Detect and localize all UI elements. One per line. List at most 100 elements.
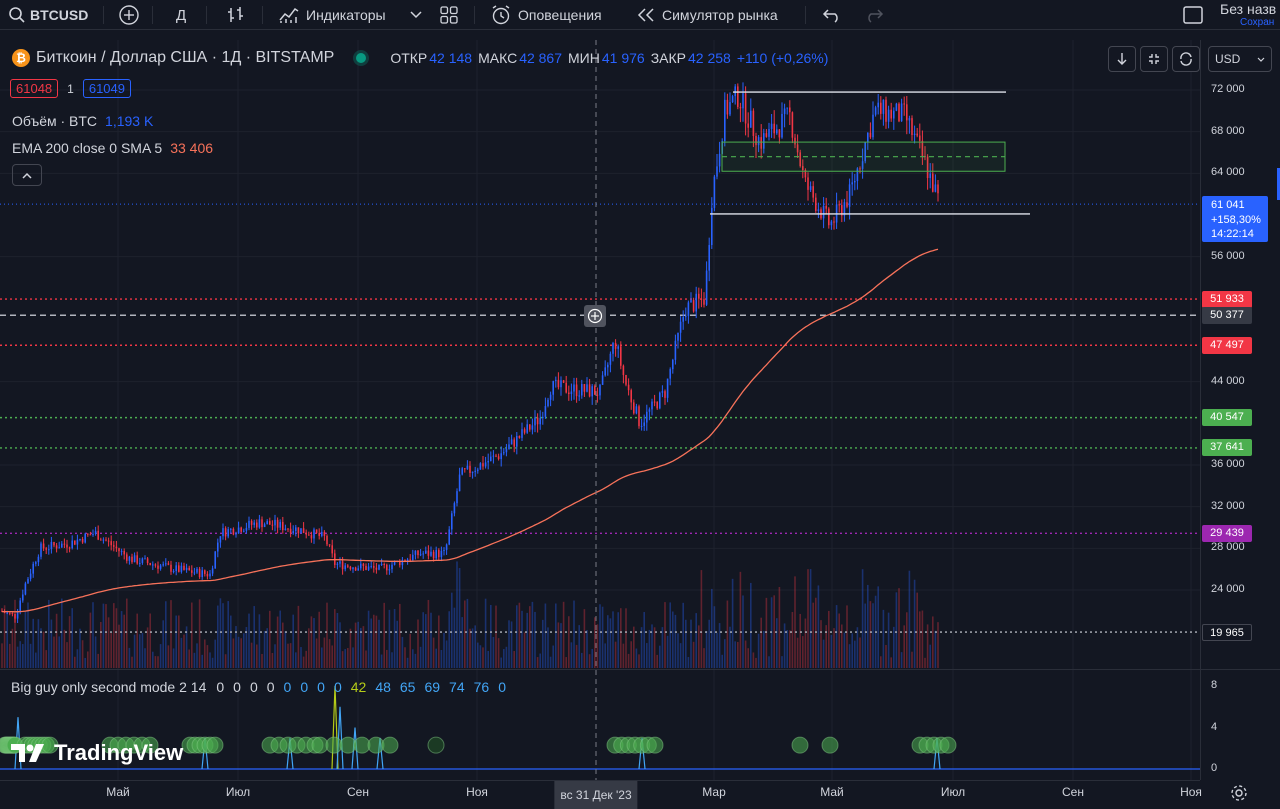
candle-body (297, 527, 300, 534)
layouts-button[interactable] (440, 0, 458, 30)
candle-body (843, 202, 846, 216)
candle-body (256, 522, 258, 528)
layout-name[interactable]: Без назв (1220, 1, 1277, 17)
candle-body (204, 570, 206, 574)
settings-button[interactable] (1228, 782, 1250, 804)
level-tag[interactable]: 50 377 (1202, 306, 1252, 324)
bar-chart-icon (228, 7, 243, 22)
level-tag[interactable]: 47 497 (1202, 336, 1252, 354)
pane-separator[interactable] (0, 669, 1280, 670)
candle-body (89, 534, 92, 536)
level-tag[interactable]: 40 547 (1202, 409, 1252, 427)
candle-body (422, 553, 424, 555)
candle-body (417, 550, 419, 556)
symbol-title[interactable]: Биткоин / Доллар США · 1Д · BITSTAMP (36, 49, 335, 66)
candle-body (409, 559, 411, 561)
candle-body (222, 528, 224, 537)
volume-bar (289, 643, 292, 668)
candle-body (560, 380, 562, 388)
volume-bar (27, 602, 29, 668)
volume-bar (625, 608, 627, 668)
price-scale[interactable]: USD 72 000 68 000 64 000 56 000 44 000 36 000… (1200, 40, 1280, 780)
chart-type-button[interactable] (226, 0, 246, 30)
indicator-legend[interactable]: Big guy only second mode 2 14 0 0 0 0 0 0 0 0 42… (11, 679, 515, 695)
currency-select[interactable]: USD (1208, 46, 1272, 72)
candle-body (71, 540, 73, 549)
candle-body (126, 554, 128, 561)
volume-bar (427, 599, 430, 668)
candle-body (170, 564, 172, 572)
volume-bar (500, 657, 502, 668)
bar-countdown: 14:22:14 (1211, 228, 1254, 240)
volume-bar (258, 614, 261, 668)
tradingview-logo[interactable]: TradingView (10, 740, 183, 766)
level-tag[interactable]: 19 965 (1202, 623, 1252, 641)
volume-bar (825, 625, 827, 668)
crosshair-plus-button[interactable] (584, 305, 606, 327)
candle-body (765, 133, 768, 137)
symbol-search-button[interactable]: BTCUSD (8, 0, 88, 30)
volume-bar (336, 612, 339, 668)
interval-button[interactable]: Д (176, 6, 187, 24)
volume-bar (432, 637, 435, 668)
volume-bar (497, 638, 500, 668)
volume-bar (341, 651, 344, 668)
candle-body (861, 161, 864, 169)
candle-body (523, 429, 526, 433)
volume-bar (516, 605, 518, 668)
volume-bar (601, 606, 604, 668)
candle-body (50, 541, 53, 550)
candle-body (79, 539, 81, 541)
volume-bar (471, 628, 474, 668)
scroll-to-realtime-button[interactable] (1108, 46, 1136, 72)
candle-body (118, 548, 120, 552)
candle-body (653, 401, 656, 403)
volume-bar (591, 648, 593, 668)
level-tag[interactable]: 29 439 (1202, 524, 1252, 542)
candle-body (937, 184, 939, 194)
candle-body (440, 550, 443, 558)
last-change: +158,30% (1211, 213, 1261, 226)
replay-label: Симулятор рынка (662, 7, 778, 23)
buy-button[interactable]: 61049 (82, 79, 131, 98)
compare-button[interactable] (118, 0, 140, 30)
level-tag[interactable]: 37 641 (1202, 439, 1252, 457)
indicators-button[interactable]: Индикаторы (278, 0, 386, 30)
candle-body (347, 565, 349, 567)
replay-button[interactable]: Симулятор рынка (636, 0, 778, 30)
volume-bar (526, 612, 528, 668)
reset-chart-button[interactable] (1172, 46, 1200, 72)
volume-legend[interactable]: Объём · BTC 1,193 K (12, 113, 153, 129)
volume-bar (284, 631, 287, 668)
volume-bar (315, 638, 318, 668)
volume-bar (172, 648, 175, 668)
price-chart[interactable] (0, 40, 1200, 780)
volume-bar (232, 638, 235, 668)
level-tag[interactable]: 51 933 (1202, 290, 1252, 308)
volume-bar (482, 647, 484, 668)
redo-button[interactable] (864, 0, 884, 30)
candle-body (703, 299, 705, 305)
volume-bar (344, 649, 346, 668)
candle-body (159, 565, 162, 569)
volume-bar (94, 636, 97, 668)
sell-button[interactable]: 61048 (10, 79, 59, 98)
collapse-legend-button[interactable] (12, 164, 42, 186)
candle-body (841, 205, 843, 216)
candle-body (128, 556, 131, 561)
volume-bar (235, 626, 237, 668)
ema-legend[interactable]: EMA 200 close 0 SMA 5 33 406 (12, 140, 213, 156)
indicators-dropdown[interactable] (410, 0, 422, 30)
volume-bar (201, 654, 203, 668)
volume-bar (167, 645, 170, 668)
volume-bar (513, 651, 515, 668)
volume-bar (297, 605, 300, 668)
maximize-pane-button[interactable] (1140, 46, 1168, 72)
alerts-button[interactable]: Оповещения (490, 0, 602, 30)
time-scale[interactable]: Май Июл Сен Ноя Мар Май Июл Сен Ноя вс 31 Дек '2… (0, 780, 1202, 809)
undo-button[interactable] (822, 0, 842, 30)
price-tick: 68 000 (1211, 124, 1245, 137)
layout-checkbox[interactable] (1182, 0, 1204, 30)
volume-bar (531, 601, 534, 668)
candle-body (211, 568, 214, 574)
